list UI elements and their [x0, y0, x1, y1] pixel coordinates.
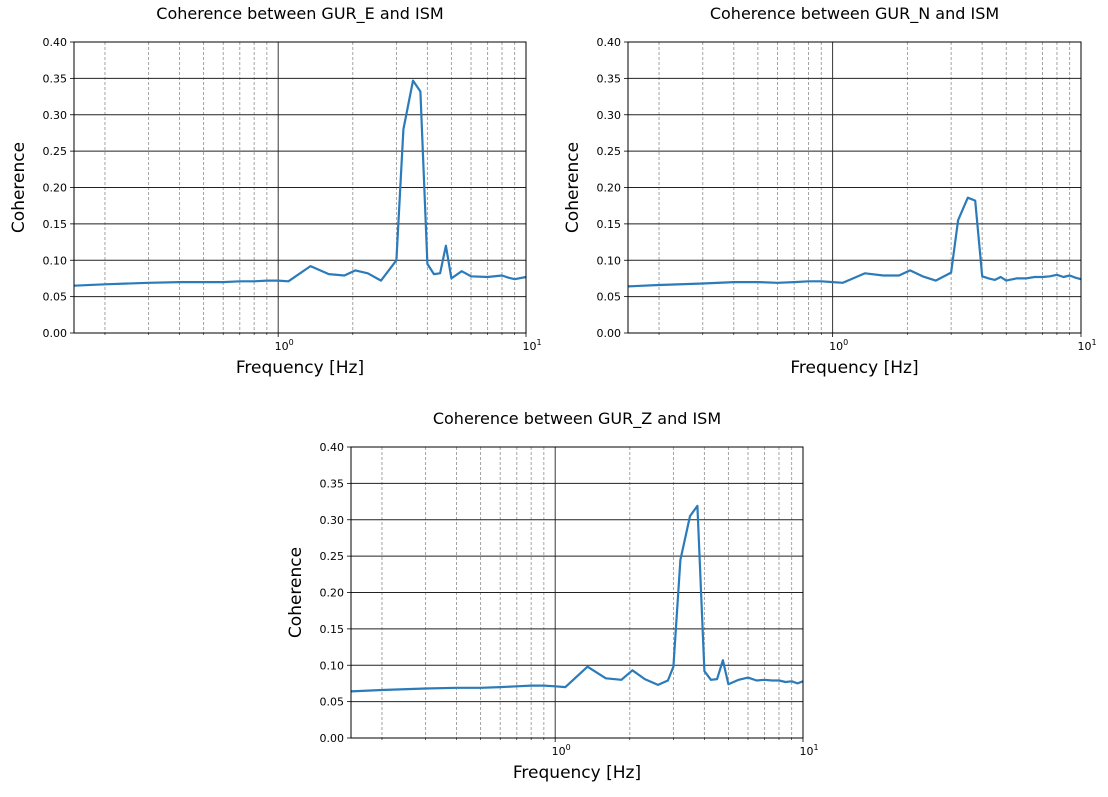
x-tick-base: 10 [829, 340, 843, 353]
x-tick-label: 101 [1077, 338, 1096, 353]
chart-title: Coherence between GUR_Z and ISM [433, 409, 721, 429]
x-tick-label: 100 [829, 338, 848, 353]
axes-frame [627, 41, 1082, 334]
y-tick-label: 0.10 [43, 254, 68, 267]
x-tick-exponent: 1 [536, 338, 541, 347]
y-axis-label: Coherence [563, 142, 583, 233]
x-tick-label: 100 [552, 743, 571, 758]
x-tick-label: 100 [275, 338, 294, 353]
series-line [627, 196, 1082, 288]
x-tick-base: 10 [522, 340, 536, 353]
series-line [73, 79, 527, 287]
y-tick-label: 0.40 [43, 36, 68, 49]
x-tick-base: 10 [275, 340, 289, 353]
y-tick-label: 0.00 [43, 327, 68, 340]
y-tick-label: 0.10 [597, 254, 622, 267]
x-tick-exponent: 1 [1091, 338, 1096, 347]
y-tick-label: 0.35 [43, 72, 68, 85]
y-tick-label: 0.20 [320, 587, 345, 600]
axes-frame [73, 41, 527, 334]
y-tick-label: 0.40 [320, 441, 345, 454]
y-tick-label: 0.05 [597, 291, 622, 304]
y-tick-label: 0.35 [597, 72, 622, 85]
y-tick-label: 0.05 [43, 291, 68, 304]
axes-frame [350, 446, 804, 739]
series-line [350, 504, 804, 693]
x-axis-label: Frequency [Hz] [236, 358, 364, 378]
y-tick-label: 0.25 [597, 145, 622, 158]
x-tick-exponent: 1 [813, 743, 818, 752]
x-tick-exponent: 0 [566, 743, 571, 752]
y-tick-label: 0.25 [43, 145, 68, 158]
x-tick-base: 10 [1077, 340, 1091, 353]
y-tick-label: 0.30 [320, 514, 345, 527]
y-axis-label: Coherence [286, 547, 306, 638]
y-tick-label: 0.20 [597, 182, 622, 195]
y-tick-label: 0.30 [43, 109, 68, 122]
chart-title: Coherence between GUR_N and ISM [710, 4, 999, 24]
y-tick-label: 0.35 [320, 477, 345, 490]
x-tick-exponent: 0 [289, 338, 294, 347]
y-tick-label: 0.00 [597, 327, 622, 340]
y-tick-label: 0.20 [43, 182, 68, 195]
chart-title: Coherence between GUR_E and ISM [156, 4, 443, 24]
x-tick-label: 101 [799, 743, 818, 758]
y-tick-label: 0.00 [320, 732, 345, 745]
x-tick-label: 101 [522, 338, 541, 353]
y-tick-label: 0.15 [320, 623, 345, 636]
y-tick-label: 0.40 [597, 36, 622, 49]
x-axis-label: Frequency [Hz] [790, 358, 918, 378]
y-tick-label: 0.05 [320, 696, 345, 709]
x-tick-base: 10 [552, 745, 566, 758]
x-axis-label: Frequency [Hz] [513, 763, 641, 783]
y-axis-label: Coherence [9, 142, 29, 233]
y-tick-label: 0.25 [320, 550, 345, 563]
x-tick-exponent: 0 [843, 338, 848, 347]
y-tick-label: 0.15 [597, 218, 622, 231]
y-tick-label: 0.30 [597, 109, 622, 122]
x-tick-base: 10 [799, 745, 813, 758]
y-tick-label: 0.10 [320, 659, 345, 672]
y-tick-label: 0.15 [43, 218, 68, 231]
